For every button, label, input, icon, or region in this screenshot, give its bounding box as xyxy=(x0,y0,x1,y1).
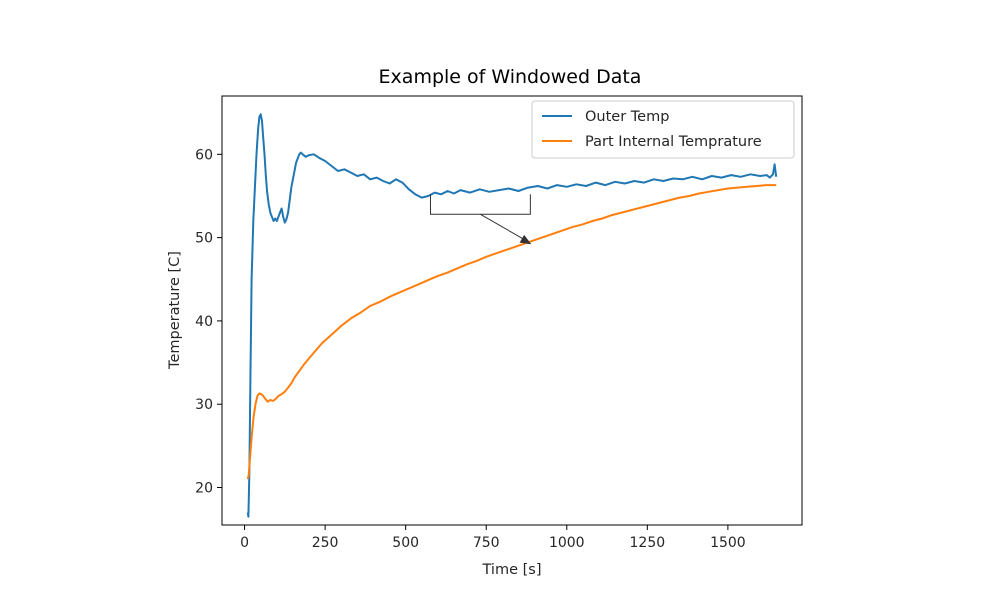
legend: Outer Temp Part Internal Temprature xyxy=(531,100,795,159)
series-layer xyxy=(246,113,778,518)
x-tick-label: 1000 xyxy=(549,535,585,551)
y-axis-label: Temperature [C] xyxy=(167,251,183,370)
x-tick-label: 750 xyxy=(473,535,500,551)
annotation-bracket xyxy=(429,194,531,215)
axes-frame xyxy=(221,95,803,526)
annotation-layer xyxy=(429,194,532,245)
x-tick-label: 500 xyxy=(392,535,419,551)
x-tick-label: 250 xyxy=(312,535,339,551)
x-tick-label: 1500 xyxy=(710,535,746,551)
legend-box xyxy=(531,100,795,159)
x-axis-label: Time [s] xyxy=(482,562,542,578)
annotation-arrow-line xyxy=(480,213,528,242)
series-line-1 xyxy=(246,184,777,480)
y-tick-label: 40 xyxy=(195,314,213,330)
y-tick-label: 50 xyxy=(195,231,213,247)
x-tick-label: 1250 xyxy=(630,535,666,551)
y-tick-label: 60 xyxy=(195,147,213,163)
y-tick-label: 30 xyxy=(195,397,213,413)
y-tick-label: 20 xyxy=(195,481,213,497)
series-line-0 xyxy=(246,113,778,518)
legend-label-part-internal: Part Internal Temprature xyxy=(585,134,762,150)
annotation-arrowhead xyxy=(519,234,532,245)
x-tick-label: 0 xyxy=(240,535,249,551)
chart-title: Example of Windowed Data xyxy=(379,66,642,88)
legend-label-outer-temp: Outer Temp xyxy=(585,109,669,125)
x-axis-ticks: 0 250 500 750 1000 1250 1500 xyxy=(240,525,746,551)
y-axis-ticks: 20 30 40 50 60 xyxy=(195,147,222,497)
